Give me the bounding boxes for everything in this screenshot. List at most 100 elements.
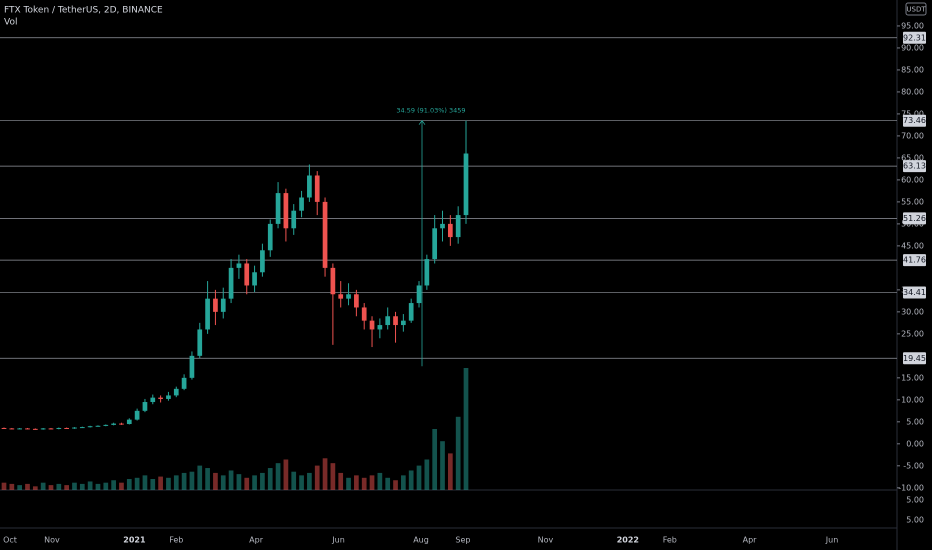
candle-body — [416, 285, 422, 304]
volume-bar — [56, 483, 62, 490]
volume-bar — [32, 486, 38, 490]
volume-bar — [260, 472, 265, 490]
volume-bar — [252, 475, 257, 490]
volume-bar — [166, 477, 171, 490]
candle-body — [134, 410, 140, 420]
candle-body — [1, 427, 7, 429]
candle-body — [385, 316, 391, 326]
volume-bar — [9, 483, 15, 490]
level-label: 19.45 — [903, 354, 926, 363]
currency: USDT — [906, 6, 926, 14]
candle-body — [166, 395, 171, 399]
volume-bar — [424, 459, 430, 490]
level-label-box — [903, 352, 926, 365]
volume-bar — [463, 368, 469, 490]
volume-bar — [64, 485, 69, 490]
candle-body — [401, 320, 406, 326]
candle-body — [322, 201, 328, 268]
volume-bar — [354, 475, 359, 490]
candle-body — [432, 228, 438, 260]
candle-body — [267, 223, 273, 251]
volume-bar — [416, 465, 422, 490]
candle-body — [424, 259, 430, 286]
level-label: 92.31 — [903, 33, 926, 42]
candle-body — [455, 215, 461, 238]
candle-body — [338, 294, 344, 299]
candle-body — [40, 428, 46, 430]
candle-body — [56, 427, 62, 429]
candle-body — [393, 316, 398, 326]
candle-body — [283, 193, 289, 229]
candle-body — [95, 425, 101, 427]
volume-bar — [275, 463, 281, 490]
volume-bar — [173, 475, 179, 490]
x-tick-label: Feb — [169, 536, 183, 545]
y-tick-label: 65.00 — [901, 153, 924, 162]
y-tick-label: -5.00 — [903, 461, 924, 470]
level-label-box — [903, 31, 926, 44]
candle-body — [9, 428, 15, 430]
volume-bar — [213, 472, 218, 490]
volume-bar — [72, 482, 77, 490]
level-label-box — [903, 212, 926, 225]
candle-body — [72, 427, 77, 429]
candle-body — [440, 223, 445, 229]
candle-body — [103, 424, 109, 426]
volume-bar — [447, 453, 453, 490]
volume-bar — [408, 470, 414, 490]
volume-bar — [267, 468, 273, 490]
volume-bar — [401, 475, 406, 490]
volume-bar — [40, 482, 46, 490]
volume-bar — [338, 472, 344, 490]
candle-body — [48, 428, 54, 430]
candle-body — [213, 298, 218, 312]
measure-arrowhead — [418, 120, 426, 125]
candle-body — [354, 294, 359, 308]
candle-body — [87, 426, 93, 428]
x-tick-label: Jun — [825, 536, 839, 545]
volume-bar — [150, 479, 156, 490]
volume-bar — [369, 475, 375, 490]
volume-bar — [142, 475, 148, 490]
candle-body — [275, 193, 281, 224]
volume-bar — [103, 482, 109, 490]
x-tick-label: Oct — [3, 536, 17, 545]
level-label: 73.46 — [903, 116, 926, 125]
y-tick-label: 75.00 — [901, 109, 924, 118]
volume-bar — [330, 463, 336, 490]
x-tick-label: Feb — [663, 536, 677, 545]
candle-body — [291, 210, 297, 229]
volume-bar — [197, 465, 203, 490]
y-tick-label: -10.00 — [898, 483, 924, 492]
volume-bar — [291, 471, 297, 490]
candle-body — [181, 377, 187, 389]
y-tick-label: 55.00 — [901, 197, 924, 206]
volume-bar — [314, 465, 320, 490]
x-tick-label: 2021 — [123, 536, 146, 545]
x-tick-label: Jun — [331, 536, 345, 545]
y-tick-label: 60.00 — [901, 175, 924, 184]
candle-body — [119, 423, 124, 425]
candle-body — [244, 263, 250, 286]
candle-body — [228, 267, 234, 299]
volume-bar — [79, 483, 85, 490]
y-tick-label: 85.00 — [901, 65, 924, 74]
candle-body — [377, 325, 383, 330]
candle-body — [330, 267, 336, 295]
candle-body — [408, 303, 414, 321]
candle-body — [173, 388, 179, 396]
volume-bar — [228, 470, 234, 490]
volume-bar — [181, 472, 187, 490]
volume-bar — [189, 471, 195, 490]
candle-body — [158, 397, 163, 399]
level-label: 51.26 — [903, 214, 926, 223]
volume-bar — [385, 477, 391, 490]
volume-bar — [361, 477, 367, 490]
volume-bar — [283, 459, 289, 490]
volume-bar — [1, 482, 7, 490]
volume-bar — [134, 477, 140, 490]
candle-body — [79, 427, 85, 429]
candle-body — [252, 272, 257, 286]
volume-bar — [244, 477, 250, 490]
candle-body — [307, 175, 312, 198]
